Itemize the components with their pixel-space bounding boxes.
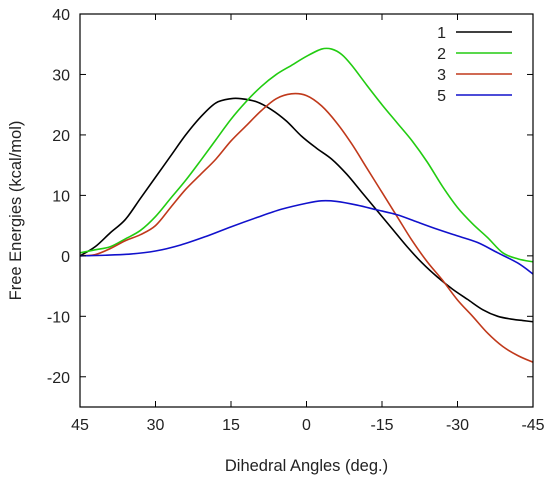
- y-axis-title: Free Energies (kcal/mol): [7, 121, 25, 301]
- y-tick-label: 40: [52, 7, 70, 24]
- legend-label-1: 1: [437, 25, 446, 42]
- series-5-line: [80, 199, 533, 275]
- series-2-line: [80, 47, 533, 263]
- series-3-line: [80, 92, 533, 363]
- legend: 1 2 3 5: [437, 25, 512, 105]
- x-tick-label: -45: [521, 417, 544, 434]
- x-axis-title: Dihedral Angles (deg.): [225, 457, 388, 475]
- x-tick-label: 30: [147, 417, 165, 434]
- y-tick-label: -10: [47, 309, 70, 326]
- x-tick-label: -30: [446, 417, 469, 434]
- plot-area: [79, 13, 534, 408]
- plot-frame: [79, 13, 534, 408]
- y-axis-tick-labels: -20 -10 0 10 20 30 40: [47, 7, 70, 387]
- x-tick-label: 15: [222, 417, 240, 434]
- series-layer: [80, 47, 533, 363]
- y-tick-label: 0: [61, 249, 70, 266]
- legend-label-3: 3: [437, 67, 446, 84]
- y-tick-label: 30: [52, 67, 70, 84]
- y-tick-label: 10: [52, 188, 70, 205]
- y-tick-label: 20: [52, 128, 70, 145]
- y-tick-label: -20: [47, 370, 70, 387]
- x-axis-tick-labels: 45 30 15 0 -15 -30 -45: [71, 417, 545, 434]
- x-tick-label: -15: [370, 417, 393, 434]
- x-tick-label: 0: [302, 417, 311, 434]
- x-tick-label: 45: [71, 417, 89, 434]
- legend-label-2: 2: [437, 46, 446, 63]
- axis-ticks: [79, 13, 534, 407]
- legend-label-5: 5: [437, 88, 446, 105]
- series-1-line: [80, 97, 533, 323]
